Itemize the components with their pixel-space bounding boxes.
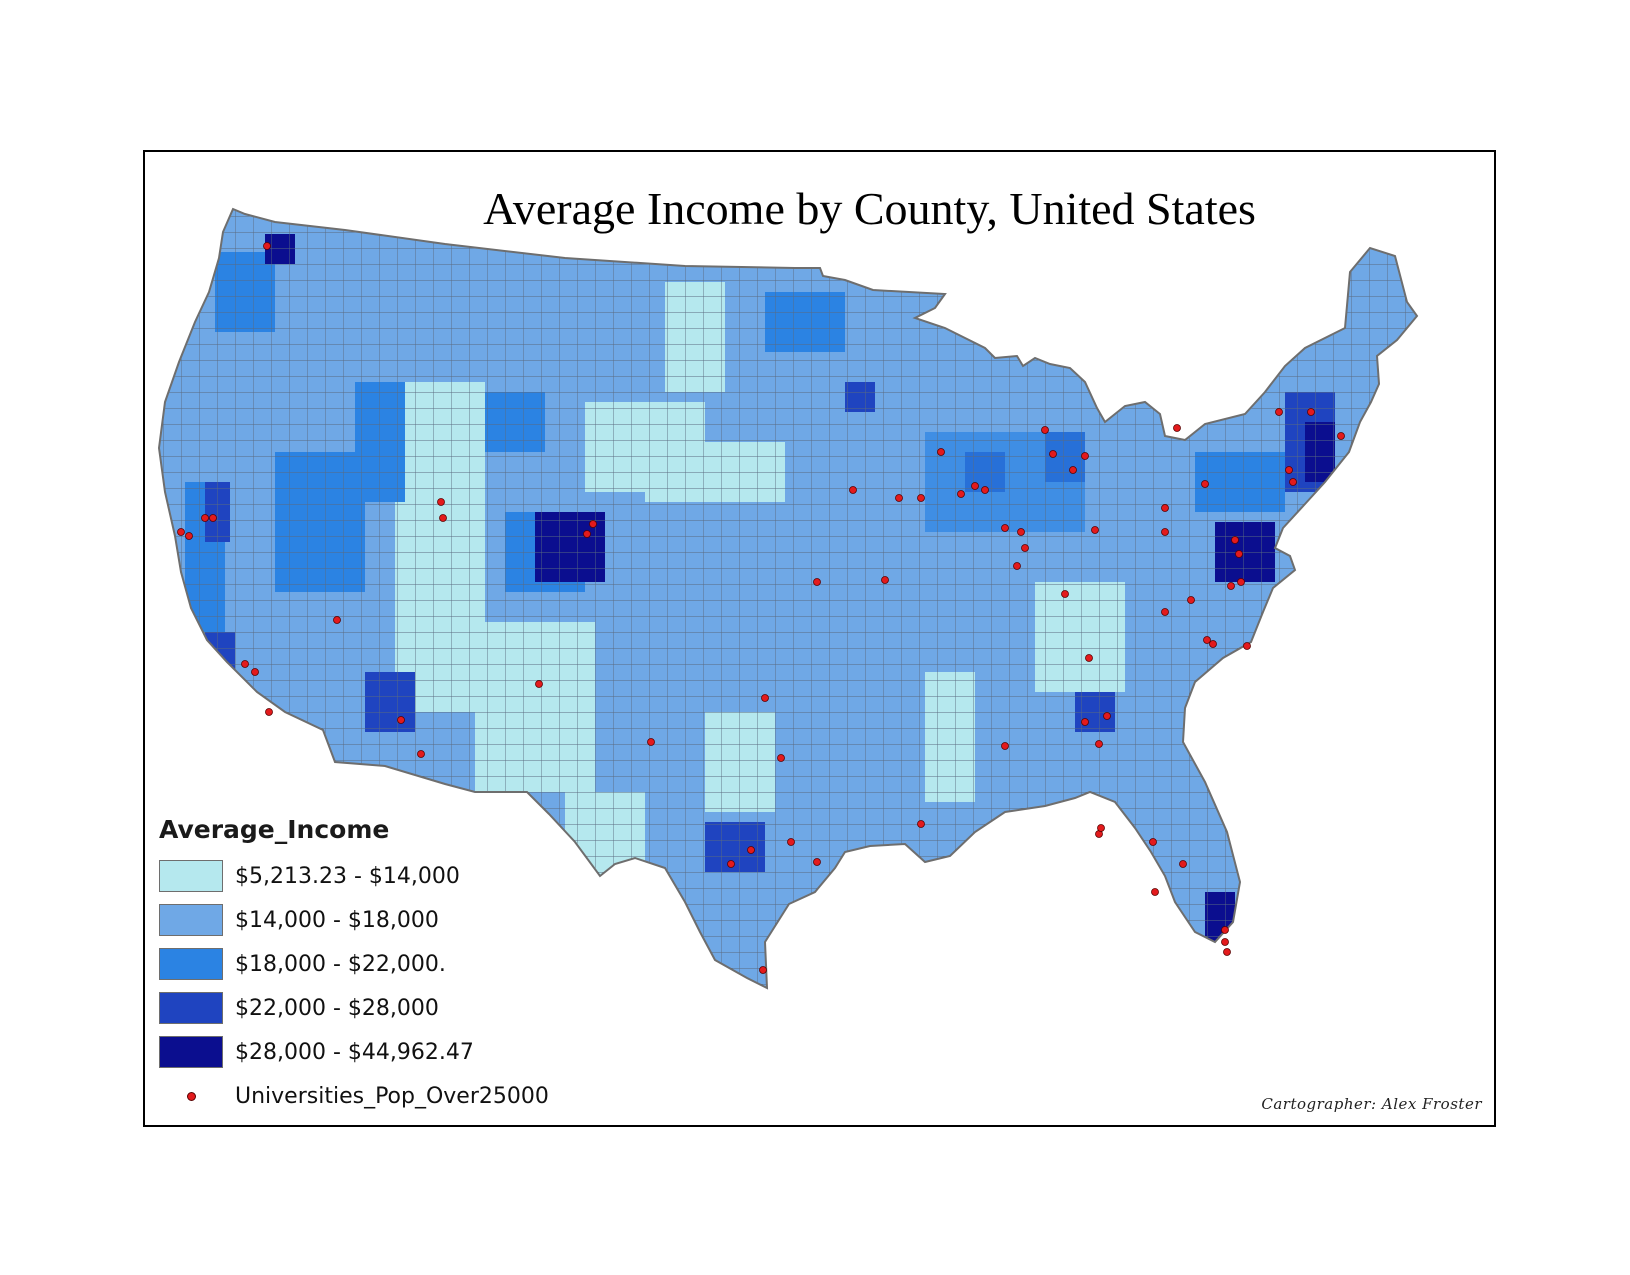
legend-label: $14,000 - $18,000	[235, 907, 439, 933]
legend-title: Average_Income	[159, 815, 390, 844]
university-dot-icon	[186, 1091, 196, 1101]
university-points	[177, 242, 1345, 974]
legend-label: $22,000 - $28,000	[235, 995, 439, 1021]
cartographer-credit: Cartographer: Alex Froster	[1261, 1095, 1482, 1113]
legend-swatch	[159, 948, 223, 980]
legend-swatch	[159, 1036, 223, 1068]
legend-item: $18,000 - $22,000.	[159, 942, 579, 986]
legend-swatch	[159, 992, 223, 1024]
us-county-map	[158, 208, 1418, 989]
legend-label: $28,000 - $44,962.47	[235, 1039, 474, 1065]
map-frame: Average Income by County, United States …	[143, 150, 1496, 1127]
legend-item: $14,000 - $18,000	[159, 898, 579, 942]
legend-item: $5,213.23 - $14,000	[159, 854, 579, 898]
legend-swatch	[159, 904, 223, 936]
map-title: Average Income by County, United States	[483, 183, 1256, 234]
legend-item: $28,000 - $44,962.47	[159, 1030, 579, 1074]
legend: Average_Income $5,213.23 - $14,000 $14,0…	[159, 815, 579, 1118]
legend-item: $22,000 - $28,000	[159, 986, 579, 1030]
legend-swatch	[159, 860, 223, 892]
legend-label: $5,213.23 - $14,000	[235, 863, 460, 889]
legend-label: $18,000 - $22,000.	[235, 951, 446, 977]
legend-point-item: Universities_Pop_Over25000	[159, 1074, 579, 1118]
legend-label: Universities_Pop_Over25000	[235, 1083, 549, 1109]
